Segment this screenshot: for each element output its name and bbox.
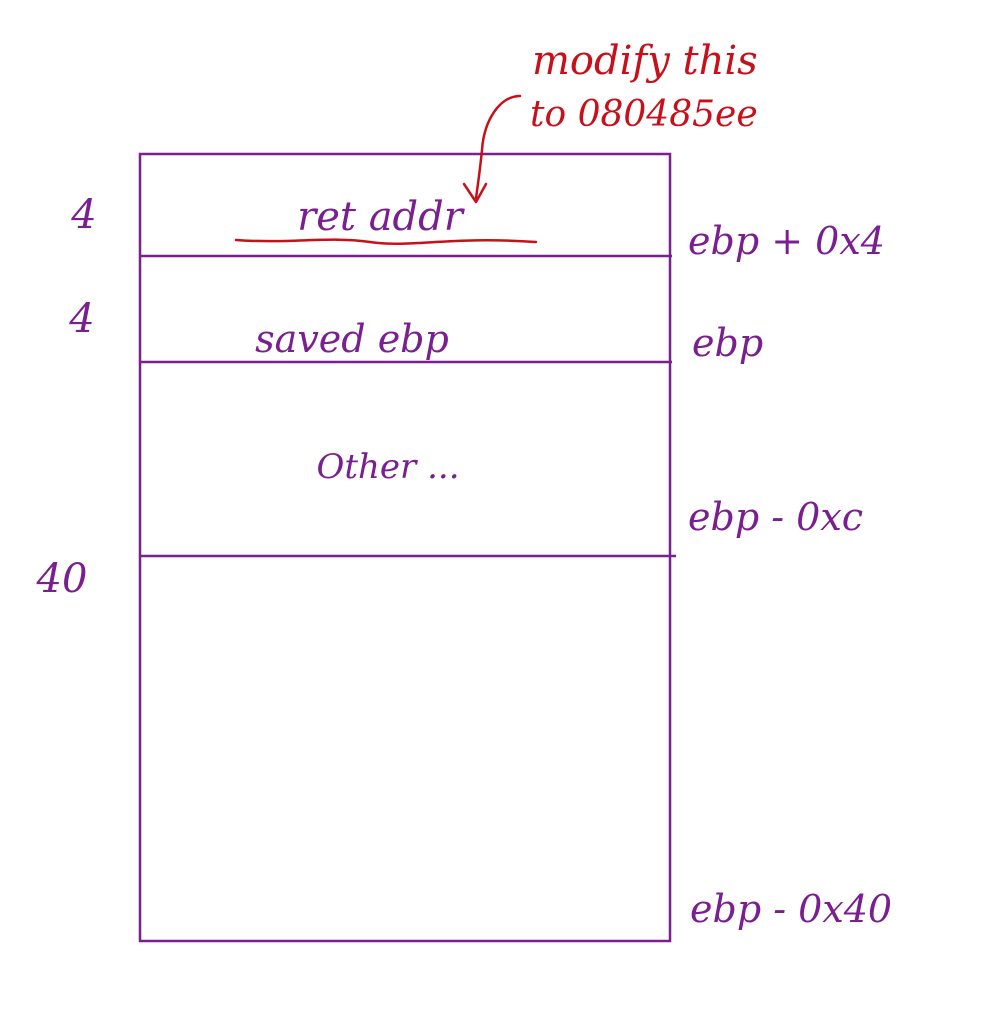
- ret-addr-underline: [234, 238, 538, 245]
- annotation-line-1: modify this: [532, 38, 758, 84]
- annotation-arrowhead-icon: [462, 182, 488, 204]
- size-label-ret-addr: 4: [70, 192, 96, 238]
- size-label-saved-ebp: 4: [68, 296, 94, 342]
- size-label-buffer: 40: [36, 556, 88, 602]
- cell-label-ret-addr: ret addr: [297, 194, 466, 240]
- annotation-arrow: [474, 94, 522, 200]
- cell-label-saved-ebp: saved ebp: [255, 317, 449, 361]
- offset-label-saved-ebp: ebp: [692, 321, 763, 365]
- cell-label-other: Other ...: [316, 447, 459, 487]
- offset-label-other: ebp - 0xc: [688, 495, 863, 539]
- offset-label-ret-addr: ebp + 0x4: [688, 219, 885, 263]
- stack-box: [138, 152, 672, 943]
- annotation-line-2: to 080485ee: [530, 94, 758, 135]
- offset-label-buffer: ebp - 0x40: [690, 887, 892, 931]
